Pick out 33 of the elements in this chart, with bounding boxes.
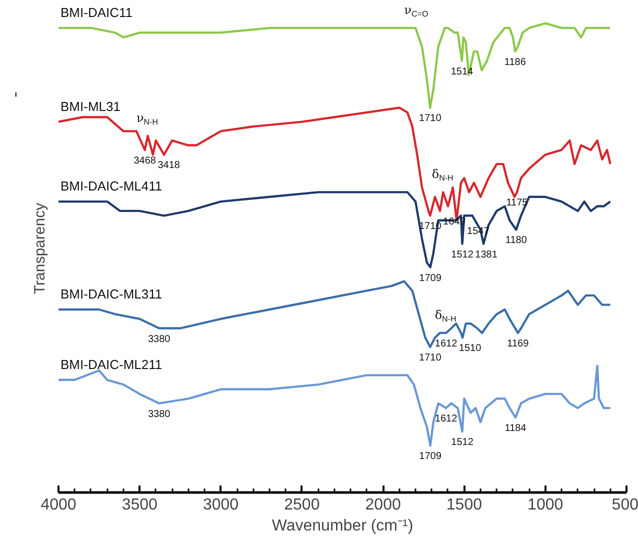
annotation: 1510 (458, 343, 482, 354)
x-tick-label: 1000 (528, 496, 564, 514)
annotation: 1709 (419, 451, 442, 462)
annotation: 3380 (148, 334, 171, 345)
x-tick-label: 2500 (284, 496, 320, 514)
annotation: 1184 (504, 422, 527, 434)
x-tick-label: 500 (612, 496, 638, 514)
annotation: 1180 (505, 235, 528, 246)
series-label: BMI-DAIC11 (60, 4, 132, 20)
series-label: BMI-ML31 (60, 98, 120, 114)
annotation: 1381 (475, 249, 498, 260)
series-label: BMI-DAIC-ML311 (60, 286, 162, 302)
y-axis-title: Transparency (32, 202, 48, 294)
series-label: BMI-DAIC-ML411 (60, 178, 162, 194)
annotation: 3418 (158, 160, 180, 172)
annotation: 1710 (419, 113, 442, 124)
annotation: 1512 (451, 249, 474, 260)
x-tick-label: 1500 (446, 496, 482, 514)
annotation: 1612 (434, 338, 458, 350)
annotation: 1709 (419, 272, 442, 284)
annotation: 3468 (134, 155, 156, 166)
annotation: 1186 (504, 56, 526, 68)
annotation: 1169 (507, 338, 530, 350)
x-tick-label: 4000 (40, 496, 76, 514)
x-tick-label: 2000 (365, 496, 401, 514)
x-tick-label: 3000 (202, 496, 239, 514)
series-label: BMI-DAIC-ML211 (60, 356, 162, 372)
x-axis-title: Wavenumber (cm⁻¹) (272, 518, 414, 534)
x-tick-label: 3500 (122, 496, 158, 514)
annotation: 1612 (434, 414, 458, 425)
annotation: 1512 (451, 437, 474, 448)
annotation: 1710 (419, 352, 442, 364)
annotation: 3380 (148, 408, 171, 420)
